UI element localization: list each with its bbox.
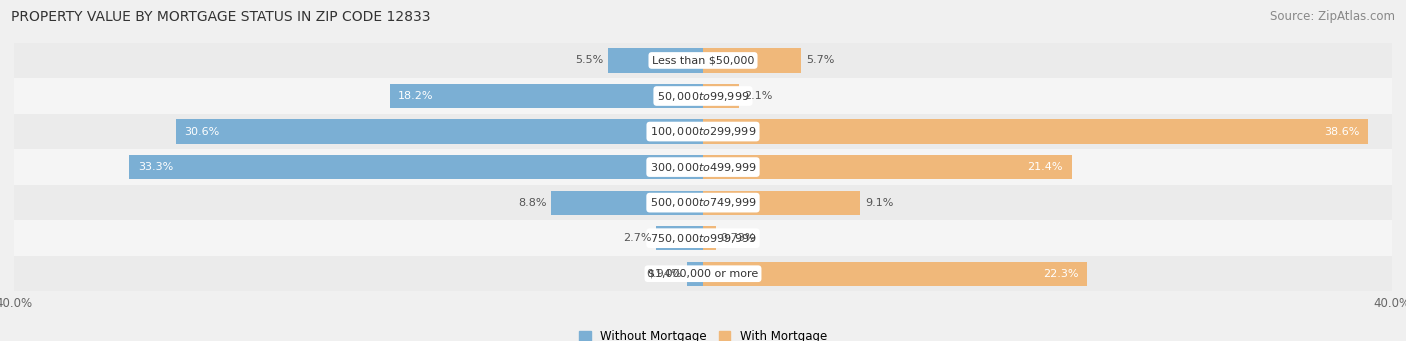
Bar [14,114,1392,149]
Bar [703,262,1087,286]
Text: $300,000 to $499,999: $300,000 to $499,999 [650,161,756,174]
Text: 5.5%: 5.5% [575,56,603,65]
Text: $100,000 to $299,999: $100,000 to $299,999 [650,125,756,138]
Text: 22.3%: 22.3% [1043,269,1078,279]
Text: 0.94%: 0.94% [647,269,682,279]
Text: Less than $50,000: Less than $50,000 [652,56,754,65]
Bar [14,220,1392,256]
Bar [551,191,703,215]
Text: 38.6%: 38.6% [1324,127,1360,136]
Bar [609,48,703,73]
Text: Source: ZipAtlas.com: Source: ZipAtlas.com [1270,10,1395,23]
Text: $750,000 to $999,999: $750,000 to $999,999 [650,232,756,245]
Bar [14,185,1392,220]
Text: 30.6%: 30.6% [184,127,219,136]
Text: 5.7%: 5.7% [807,56,835,65]
Bar [129,155,703,179]
Text: 21.4%: 21.4% [1028,162,1063,172]
Bar [703,155,1071,179]
Text: 33.3%: 33.3% [138,162,173,172]
Bar [703,226,716,250]
Text: 2.1%: 2.1% [744,91,773,101]
Bar [657,226,703,250]
Bar [703,48,801,73]
Text: 18.2%: 18.2% [398,91,433,101]
Bar [389,84,703,108]
Bar [686,262,703,286]
Text: $500,000 to $749,999: $500,000 to $749,999 [650,196,756,209]
Text: 9.1%: 9.1% [865,198,893,208]
Bar [703,84,740,108]
Bar [14,78,1392,114]
Text: PROPERTY VALUE BY MORTGAGE STATUS IN ZIP CODE 12833: PROPERTY VALUE BY MORTGAGE STATUS IN ZIP… [11,10,430,24]
Bar [703,191,859,215]
Text: 8.8%: 8.8% [517,198,547,208]
Legend: Without Mortgage, With Mortgage: Without Mortgage, With Mortgage [579,330,827,341]
Bar [14,43,1392,78]
Bar [703,119,1368,144]
Bar [176,119,703,144]
Bar [14,256,1392,292]
Text: $1,000,000 or more: $1,000,000 or more [648,269,758,279]
Text: 0.73%: 0.73% [721,233,756,243]
Text: 2.7%: 2.7% [623,233,651,243]
Bar [14,149,1392,185]
Text: $50,000 to $99,999: $50,000 to $99,999 [657,89,749,103]
